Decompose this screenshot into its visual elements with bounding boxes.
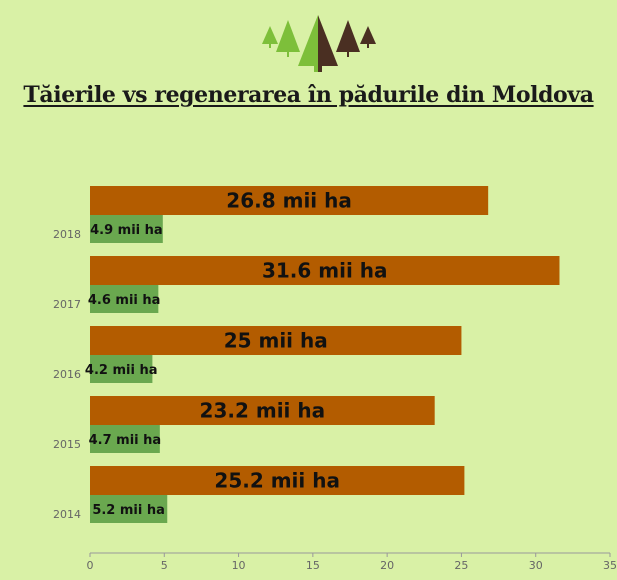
regeneration-bar <box>90 355 153 383</box>
cutting-bar <box>90 256 560 285</box>
x-tick-label: 35 <box>603 559 617 572</box>
cutting-bar-label: 25.2 mii ha <box>214 469 340 493</box>
regeneration-bar <box>90 285 159 313</box>
cutting-bar <box>90 326 462 355</box>
cutting-bar <box>90 396 435 425</box>
x-tick-label: 30 <box>529 559 543 572</box>
year-tick-label: 2018 <box>53 228 81 241</box>
x-tick-label: 15 <box>306 559 320 572</box>
regeneration-bar-label: 4.6 mii ha <box>88 293 161 308</box>
regeneration-bar <box>90 495 168 523</box>
regeneration-bar <box>90 215 163 243</box>
x-tick-label: 20 <box>380 559 394 572</box>
x-tick-label: 10 <box>232 559 246 572</box>
cutting-bar-label: 26.8 mii ha <box>226 189 352 213</box>
regeneration-bar <box>90 425 160 453</box>
year-tick-label: 2016 <box>53 368 81 381</box>
year-tick-label: 2017 <box>53 298 81 311</box>
x-tick-label: 25 <box>454 559 468 572</box>
regeneration-bar-label: 4.7 mii ha <box>89 433 162 448</box>
x-tick-label: 0 <box>87 559 94 572</box>
cutting-bar <box>90 186 489 215</box>
year-tick-label: 2015 <box>53 438 81 451</box>
x-tick-label: 5 <box>161 559 168 572</box>
regeneration-bar-label: 4.9 mii ha <box>90 223 163 238</box>
cutting-bar <box>90 466 465 495</box>
year-tick-label: 2014 <box>53 508 81 521</box>
cutting-bar-label: 31.6 mii ha <box>262 259 388 283</box>
cutting-bar-label: 25 mii ha <box>224 329 328 353</box>
forest-trees-icon <box>262 15 376 72</box>
chart-title: Tăierile vs regenerarea în pădurile din … <box>23 82 594 108</box>
regeneration-bar-label: 4.2 mii ha <box>85 363 158 378</box>
regeneration-bar-label: 5.2 mii ha <box>92 503 165 518</box>
cutting-bar-label: 23.2 mii ha <box>200 399 326 423</box>
